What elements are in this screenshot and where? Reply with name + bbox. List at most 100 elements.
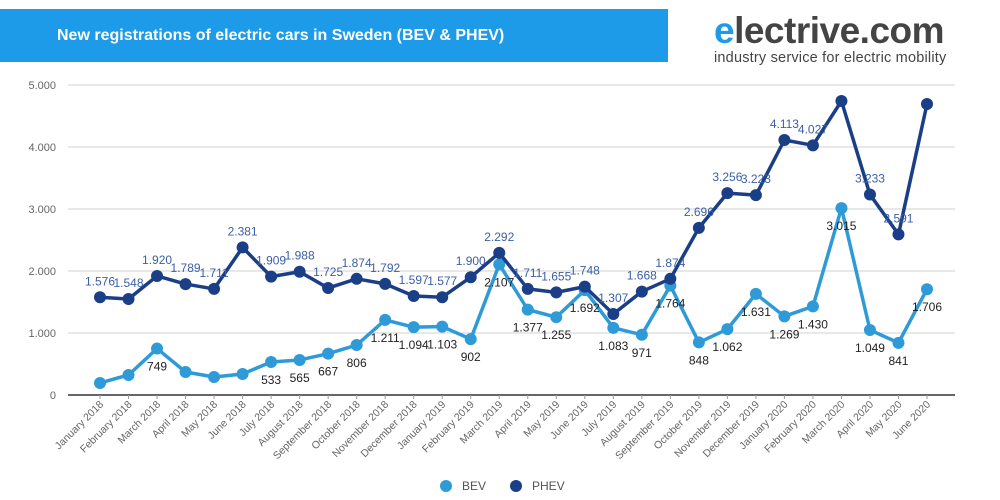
data-label-phev: 2.696 xyxy=(684,205,714,219)
data-label-phev: 1.655 xyxy=(541,269,571,283)
data-label-bev: 1.103 xyxy=(427,338,457,352)
data-label-phev: 1.874 xyxy=(342,256,372,270)
data-point-bev xyxy=(921,283,933,296)
y-tick-label: 5.000 xyxy=(28,80,56,92)
data-label-phev: 4.027 xyxy=(798,122,828,136)
legend-marker-phev xyxy=(510,480,522,492)
data-point-bev xyxy=(122,368,135,381)
data-point-phev xyxy=(407,289,420,302)
data-point-phev xyxy=(921,97,933,110)
data-point-bev xyxy=(692,336,705,349)
data-label-phev: 1.711 xyxy=(199,266,228,280)
logo-tagline: industry service for electric mobility xyxy=(714,50,947,66)
data-point-bev xyxy=(806,300,819,313)
data-point-bev xyxy=(607,321,620,334)
data-point-phev xyxy=(122,293,135,306)
data-label-phev: 1.874 xyxy=(655,256,685,270)
data-label-bev: 971 xyxy=(632,346,652,360)
data-label-phev: 1.597 xyxy=(399,273,429,287)
data-label-phev: 1.792 xyxy=(370,261,400,275)
legend-label-phev: PHEV xyxy=(532,479,565,493)
data-label-bev: 1.764 xyxy=(655,297,685,311)
data-label-phev: 1.548 xyxy=(114,276,144,290)
data-point-phev xyxy=(635,285,648,298)
y-tick-label: 0 xyxy=(50,390,56,402)
data-point-phev xyxy=(521,282,534,295)
chart-title-banner: New registrations of electric cars in Sw… xyxy=(0,9,668,62)
data-label-bev: 1.377 xyxy=(513,321,543,335)
logo-e: e xyxy=(714,10,735,51)
y-tick-label: 4.000 xyxy=(28,142,56,154)
data-label-bev: 848 xyxy=(689,353,709,367)
data-point-bev xyxy=(179,365,192,378)
data-point-bev xyxy=(892,336,905,349)
data-point-phev xyxy=(322,282,335,295)
y-tick-label: 1.000 xyxy=(28,328,56,340)
data-point-bev xyxy=(322,347,335,360)
data-label-bev: 1.094 xyxy=(399,338,429,352)
data-point-bev xyxy=(151,342,164,355)
data-label-bev: 1.631 xyxy=(741,305,771,319)
data-label-phev: 1.900 xyxy=(456,254,486,268)
data-point-phev xyxy=(749,189,762,202)
data-point-phev xyxy=(892,228,905,241)
data-label-bev: 533 xyxy=(261,373,281,387)
data-point-bev xyxy=(493,258,506,271)
data-label-bev: 806 xyxy=(347,356,367,370)
data-point-bev xyxy=(749,287,762,300)
y-tick-label: 3.000 xyxy=(28,204,56,216)
data-point-bev xyxy=(778,310,791,323)
data-point-bev xyxy=(293,353,306,366)
data-point-phev xyxy=(806,139,819,152)
data-point-phev xyxy=(236,241,249,254)
data-label-phev: 3.223 xyxy=(741,172,771,186)
data-label-phev: 1.988 xyxy=(285,249,315,263)
data-point-bev xyxy=(721,323,734,336)
data-point-phev xyxy=(835,94,848,107)
data-label-phev: 1.577 xyxy=(427,274,457,288)
data-label-phev: 3.233 xyxy=(855,172,885,186)
data-point-bev xyxy=(863,323,876,336)
data-point-phev xyxy=(578,280,591,293)
data-point-phev xyxy=(179,278,192,291)
data-label-phev: 3.256 xyxy=(712,170,742,184)
data-label-phev: 1.576 xyxy=(85,274,115,288)
y-tick-label: 2.000 xyxy=(28,266,56,278)
data-point-phev xyxy=(607,307,620,320)
data-label-phev: 1.668 xyxy=(627,269,657,283)
data-label-bev: 667 xyxy=(318,365,338,379)
data-label-bev: 1.062 xyxy=(712,340,742,354)
data-label-bev: 902 xyxy=(461,350,481,364)
data-point-bev xyxy=(635,328,648,341)
data-point-phev xyxy=(464,271,477,284)
data-point-phev xyxy=(436,291,449,304)
data-label-bev: 565 xyxy=(290,371,310,385)
data-point-bev xyxy=(94,376,106,389)
legend-label-bev: BEV xyxy=(462,479,486,493)
data-label-bev: 1.430 xyxy=(798,317,828,331)
data-point-phev xyxy=(350,272,363,285)
legend-marker-bev xyxy=(440,480,452,492)
data-point-phev xyxy=(293,265,306,278)
data-point-phev xyxy=(379,277,392,290)
data-label-phev: 1.920 xyxy=(142,253,172,267)
data-point-phev xyxy=(692,221,705,234)
data-label-bev: 1.692 xyxy=(570,301,600,315)
data-label-bev: 749 xyxy=(147,360,167,374)
data-label-phev: 2.591 xyxy=(883,211,913,225)
data-label-bev: 1.269 xyxy=(769,327,799,341)
data-label-phev: 1.711 xyxy=(513,266,542,280)
data-label-bev: 3.015 xyxy=(826,219,856,233)
electrive-logo: electrive.com industry service for elect… xyxy=(714,10,984,67)
data-label-phev: 1.725 xyxy=(313,265,343,279)
data-point-phev xyxy=(208,282,221,295)
data-point-bev xyxy=(407,321,420,334)
data-label-bev: 1.083 xyxy=(598,339,628,353)
data-label-bev: 1.706 xyxy=(912,300,942,314)
data-point-phev xyxy=(721,187,734,200)
data-point-bev xyxy=(350,339,363,352)
data-point-phev xyxy=(493,246,506,259)
data-label-phev: 2.292 xyxy=(484,230,514,244)
data-label-phev: 1.307 xyxy=(598,291,628,305)
